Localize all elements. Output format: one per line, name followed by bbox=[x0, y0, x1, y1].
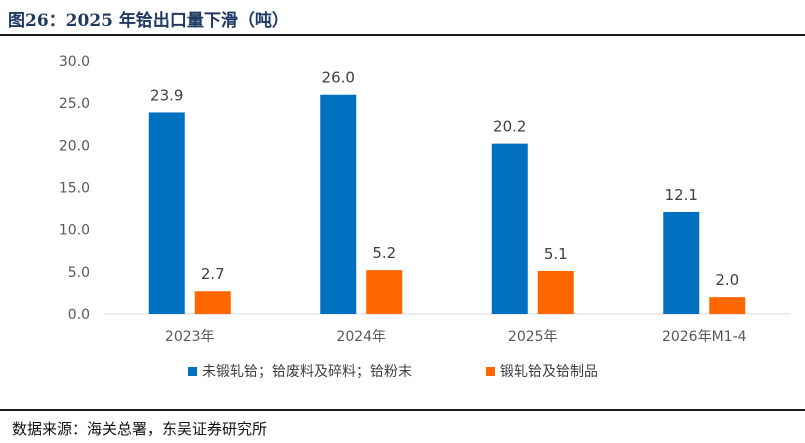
bar-series-2 bbox=[366, 270, 403, 314]
x-tick-label: 2025年 bbox=[508, 329, 558, 345]
top-rule bbox=[0, 34, 805, 36]
figure-title: 图26：2025 年铪出口量下滑（吨） bbox=[8, 11, 289, 31]
y-tick-label: 20.0 bbox=[59, 138, 90, 154]
y-tick-label: 15.0 bbox=[59, 181, 90, 197]
data-label: 5.1 bbox=[544, 245, 568, 263]
bar-series-1 bbox=[663, 211, 700, 314]
x-tick-label: 2024年 bbox=[336, 329, 386, 345]
data-label: 26.0 bbox=[322, 69, 355, 87]
y-tick-label: 5.0 bbox=[68, 265, 90, 281]
bar-chart: 0.0 5.0 10.0 15.0 20.0 25.0 30.0 2023年 23.9 2.7 20… bbox=[59, 54, 790, 380]
y-tick-label: 30.0 bbox=[59, 54, 90, 70]
bar-series-1 bbox=[491, 143, 528, 314]
legend-swatch bbox=[486, 367, 495, 376]
legend-swatch bbox=[188, 367, 197, 376]
bar-series-2 bbox=[709, 297, 746, 314]
source-note: 数据来源：海关总署，东吴证券研究所 bbox=[12, 420, 268, 438]
legend-label: 未锻轧铪；铪废料及碎料；铪粉末 bbox=[202, 364, 412, 380]
data-label: 12.1 bbox=[665, 186, 698, 204]
data-label: 5.2 bbox=[372, 244, 396, 262]
x-tick-label: 2023年 bbox=[165, 329, 215, 345]
bar-series-1 bbox=[148, 112, 185, 315]
data-label: 2.0 bbox=[715, 271, 739, 289]
data-label: 20.2 bbox=[493, 118, 526, 136]
y-tick-label: 0.0 bbox=[68, 307, 90, 323]
legend-label: 锻轧铪及铪制品 bbox=[500, 364, 598, 380]
bottom-rule bbox=[0, 409, 805, 411]
data-label: 2.7 bbox=[201, 265, 225, 283]
y-tick-label: 25.0 bbox=[59, 96, 90, 112]
x-tick-label: 2026年M1-4 bbox=[662, 329, 747, 345]
bar-series-2 bbox=[537, 270, 574, 314]
data-label: 23.9 bbox=[150, 86, 183, 104]
bar-series-1 bbox=[320, 94, 357, 314]
bar-series-2 bbox=[194, 291, 231, 314]
y-tick-label: 10.0 bbox=[59, 223, 90, 239]
